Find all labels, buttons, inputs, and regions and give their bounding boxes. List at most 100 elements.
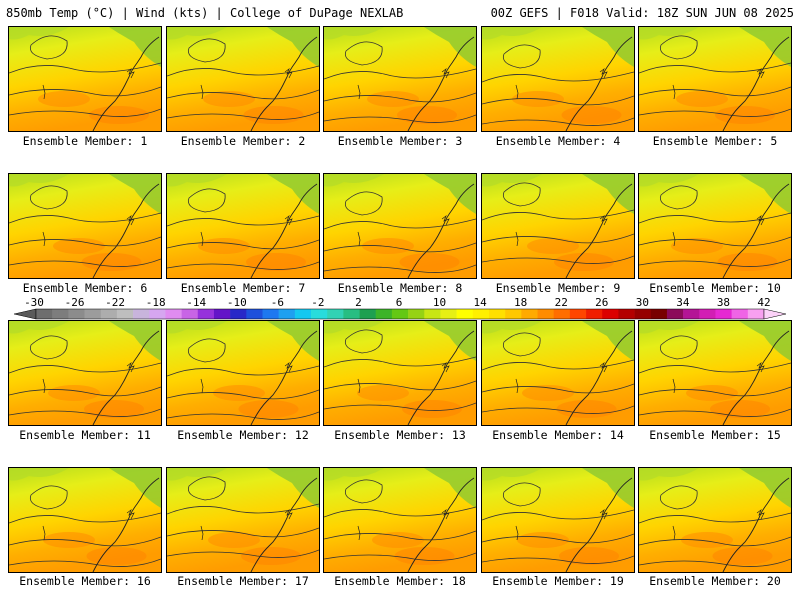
colorbar-swatch: [100, 309, 118, 319]
ensemble-member-label: Ensemble Member: 9: [495, 281, 621, 295]
colorbar-swatch: [456, 309, 474, 319]
ensemble-member-label: Ensemble Member: 2: [180, 134, 306, 148]
colorbar-tick-label: 34: [676, 296, 690, 309]
colorbar-swatch: [602, 309, 619, 319]
ensemble-member-label: Ensemble Member: 20: [649, 574, 781, 588]
colorbar-tick-label: -30: [24, 296, 44, 309]
ensemble-member-label: Ensemble Member: 16: [19, 574, 151, 588]
ensemble-map-16: [8, 467, 162, 573]
ensemble-map-9: [481, 173, 635, 279]
colorbar-swatch: [213, 309, 231, 319]
ensemble-map-13: [323, 320, 477, 426]
colorbar-swatch: [537, 309, 554, 319]
colorbar-swatch: [149, 309, 166, 319]
colorbar-swatch: [747, 309, 765, 319]
colorbar-swatch: [133, 309, 150, 319]
colorbar-swatch: [440, 309, 457, 319]
ensemble-member-label: Ensemble Member: 14: [492, 428, 624, 442]
ensemble-map-14: [481, 320, 635, 426]
header-left-title: 850mb Temp (°C) | Wind (kts) | College o…: [6, 6, 404, 20]
colorbar-tick-label: 10: [432, 296, 447, 309]
ensemble-member-label: Ensemble Member: 18: [334, 574, 466, 588]
colorbar-swatch: [650, 309, 668, 319]
colorbar-tick-label: 18: [514, 296, 528, 309]
colorbar-swatch: [84, 309, 102, 319]
ensemble-map-6: [8, 173, 162, 279]
colorbar-swatch: [52, 309, 69, 319]
ensemble-map-11: [8, 320, 162, 426]
ensemble-member-label: Ensemble Member: 10: [649, 281, 781, 295]
ensemble-member-label: Ensemble Member: 1: [22, 134, 148, 148]
ensemble-map-19: [481, 467, 635, 573]
colorbar-swatch: [181, 309, 199, 319]
ensemble-map-15: [638, 320, 792, 426]
colorbar-tick-label: -6: [270, 296, 284, 309]
ensemble-map-3: [323, 26, 477, 132]
ensemble-map-12: [166, 320, 320, 426]
colorbar-swatch: [618, 309, 635, 319]
colorbar-swatch: [424, 309, 441, 319]
colorbar-swatch: [36, 309, 53, 319]
colorbar-swatch: [311, 309, 328, 319]
colorbar-swatch: [408, 309, 425, 319]
colorbar-swatch: [731, 309, 749, 319]
ensemble-member-label: Ensemble Member: 7: [180, 281, 306, 295]
colorbar-swatch: [68, 309, 85, 319]
colorbar-tick-label: -18: [145, 296, 166, 309]
ensemble-member-label: Ensemble Member: 12: [177, 428, 309, 442]
ensemble-member-label: Ensemble Member: 17: [177, 574, 309, 588]
ensemble-member-label: Ensemble Member: 19: [492, 574, 624, 588]
colorbar-swatch: [246, 309, 263, 319]
colorbar-swatch: [359, 309, 377, 319]
temperature-colorbar: [14, 308, 786, 320]
colorbar-swatch: [521, 309, 538, 319]
colorbar-swatch: [683, 309, 700, 319]
colorbar-swatch: [375, 309, 393, 319]
ensemble-member-label: Ensemble Member: 6: [22, 281, 148, 295]
colorbar-tick-label: 42: [757, 296, 771, 309]
ensemble-map-1: [8, 26, 162, 132]
colorbar-tick-label: 6: [395, 296, 403, 309]
colorbar-swatch: [569, 309, 587, 319]
ensemble-member-label: Ensemble Member: 3: [337, 134, 463, 148]
colorbar-swatch: [586, 309, 603, 319]
colorbar-swatch: [699, 309, 716, 319]
colorbar-tick-label: -26: [64, 296, 85, 309]
colorbar-tick-label: 2: [355, 296, 362, 309]
colorbar-swatch: [197, 309, 215, 319]
colorbar-swatch: [230, 309, 247, 319]
colorbar-swatch: [278, 309, 296, 319]
colorbar-swatch: [472, 309, 490, 319]
colorbar-swatch: [327, 309, 344, 319]
colorbar-swatch: [294, 309, 312, 319]
colorbar-swatch: [488, 309, 506, 319]
header-right-title: 00Z GEFS | F018 Valid: 18Z SUN JUN 08 20…: [490, 6, 794, 20]
colorbar-tick-label: 22: [554, 296, 568, 309]
ensemble-map-7: [166, 173, 320, 279]
colorbar-tick-label: -10: [226, 296, 247, 309]
colorbar-swatch: [391, 309, 409, 319]
colorbar-tick-label: 38: [716, 296, 731, 309]
ensemble-map-17: [166, 467, 320, 573]
ensemble-member-label: Ensemble Member: 13: [334, 428, 466, 442]
colorbar-tick-label: -2: [311, 296, 325, 309]
colorbar-swatch: [505, 309, 522, 319]
ensemble-member-label: Ensemble Member: 4: [495, 134, 621, 148]
colorbar-swatch: [715, 309, 732, 319]
colorbar-tick-label: 30: [635, 296, 649, 309]
ensemble-member-label: Ensemble Member: 11: [19, 428, 151, 442]
ensemble-map-18: [323, 467, 477, 573]
ensemble-map-20: [638, 467, 792, 573]
colorbar-tick-label: -14: [186, 296, 207, 309]
ensemble-member-label: Ensemble Member: 5: [652, 134, 778, 148]
ensemble-member-label: Ensemble Member: 15: [649, 428, 781, 442]
ensemble-member-label: Ensemble Member: 8: [337, 281, 463, 295]
colorbar-swatch: [262, 309, 279, 319]
ensemble-map-10: [638, 173, 792, 279]
colorbar-swatch: [553, 309, 571, 319]
ensemble-map-2: [166, 26, 320, 132]
ensemble-map-5: [638, 26, 792, 132]
ensemble-map-8: [323, 173, 477, 279]
colorbar-swatch: [116, 309, 134, 319]
colorbar-swatch: [634, 309, 652, 319]
